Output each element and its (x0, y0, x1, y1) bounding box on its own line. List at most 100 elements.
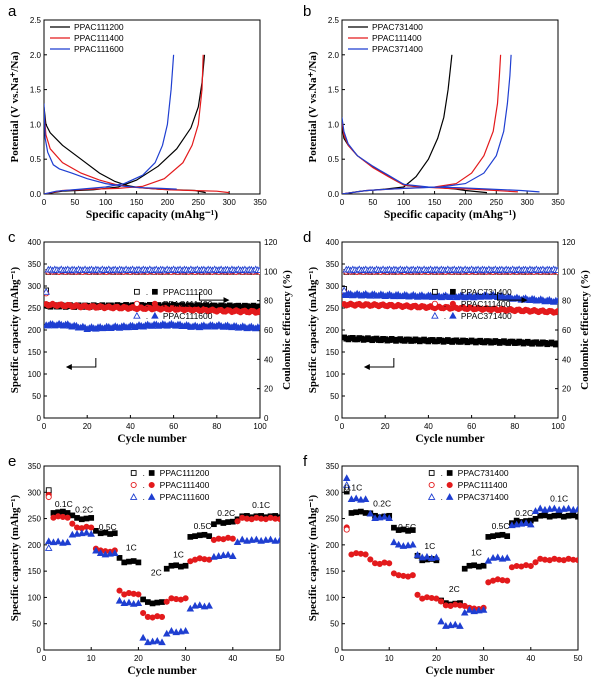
y-tick-label: 2.0 (30, 51, 42, 60)
rate-point (466, 562, 473, 569)
rate-point (390, 538, 398, 546)
y2-tick-label: 120 (562, 238, 576, 247)
rate-point (77, 529, 86, 537)
y-tick-label: 350 (28, 462, 42, 471)
rate-point (87, 530, 95, 537)
y-tick-label: 300 (28, 488, 42, 497)
rate-point (88, 515, 95, 521)
x-axis-title: Specific capacity (mAhg⁻¹) (384, 209, 516, 221)
rate-point (522, 519, 530, 527)
rate-point (399, 542, 408, 549)
rate-point (560, 513, 567, 520)
rate-point (532, 559, 539, 566)
y-tick-label: 0.0 (30, 190, 42, 199)
arrow-right (497, 292, 524, 301)
rate-point (115, 596, 124, 604)
panel-letter: e (8, 453, 16, 470)
legend-marker-filled (450, 288, 456, 295)
legend-marker-open (134, 288, 140, 295)
legend-separator: . (444, 312, 446, 321)
legend-marker-filled (449, 300, 456, 307)
y-axis-title: Specific capacity (mAhg⁻¹) (307, 494, 319, 621)
legend-marker-filled (148, 470, 155, 476)
rate-point (404, 541, 412, 549)
rate-point (485, 534, 492, 540)
plot-area (44, 487, 280, 646)
rate-point (140, 609, 147, 617)
rate-point (499, 531, 506, 538)
chart-panel-f: f 0 10 20 30 40 50 0 50 100 150 200 250 300 350 Cycle n… (303, 453, 583, 677)
rate-point (69, 512, 76, 519)
series-line-PPAC111200-discharge (44, 106, 206, 194)
rate-point (149, 600, 156, 607)
rate-point (229, 552, 237, 559)
rate-point (362, 510, 369, 516)
rate-point (556, 512, 562, 519)
rate-point (178, 563, 184, 570)
legend-marker-open (432, 288, 438, 295)
x-tick-label: 250 (490, 198, 504, 207)
rate-label: 0.1C (344, 483, 362, 493)
y-tick-label: 400 (28, 238, 42, 247)
legend-label: PPAC111600 (163, 311, 213, 321)
y-tick-label: 100 (326, 370, 340, 379)
legend-separator: . (146, 288, 148, 297)
rate-point (219, 551, 228, 559)
rate-point (73, 530, 81, 537)
rate-point (93, 527, 99, 534)
rate-point (163, 598, 170, 605)
rate-point (418, 553, 427, 561)
chart-panel-e: e 0 10 20 30 40 50 0 50 100 150 200 250 300 350 Cycle n… (8, 453, 285, 677)
y-axis-title: Potential (V vs.Na⁺/Na) (307, 51, 319, 162)
rate-point (74, 515, 80, 521)
rate-point (181, 627, 190, 634)
legend-label: PPAC371400 (458, 492, 509, 502)
y2-axis-title: Coulombic efficiency (%) (281, 270, 293, 390)
legend-label: PPAC111400 (160, 480, 210, 490)
rate-point (44, 537, 53, 545)
legend-label: PPAC111600 (74, 44, 124, 54)
legend-label: PPAC111400 (372, 33, 422, 43)
y-tick-label: 0.5 (30, 155, 42, 164)
rate-point (409, 572, 416, 579)
legend-separator: . (146, 300, 148, 309)
rate-point (200, 602, 209, 610)
rate-point (211, 521, 217, 528)
rate-point (451, 620, 460, 628)
y-tick-label: 0.0 (328, 190, 340, 199)
rate-point (191, 601, 199, 609)
x-tick-label: 0 (42, 198, 47, 207)
first-cycle-open (44, 544, 53, 551)
rate-point (366, 509, 375, 517)
rate-point (532, 515, 539, 522)
rate-point (386, 560, 393, 567)
rate-point (480, 562, 487, 569)
rate-point (125, 598, 133, 606)
rate-point (247, 536, 256, 543)
rate-point (238, 535, 247, 543)
rate-point (476, 563, 482, 570)
x-tick-label: 20 (381, 422, 390, 431)
rate-point (206, 533, 213, 539)
rate-point (120, 599, 129, 607)
chart-panel-d: d0 20 40 60 80 100050100150200250300350400020… (303, 229, 591, 445)
rate-point (173, 562, 180, 569)
legend-label: PPAC111200 (74, 22, 124, 32)
legend-label: PPAC371400 (461, 311, 512, 321)
legend-label: PPAC111400 (461, 299, 511, 309)
y-tick-label: 1.5 (328, 86, 340, 95)
y-tick-label: 1.0 (328, 120, 340, 129)
rate-label: 2C (449, 584, 460, 594)
panel-letter: d (303, 229, 311, 246)
y-tick-label: 1.0 (30, 120, 42, 129)
arrow-left-head (65, 363, 72, 370)
rate-point (201, 531, 208, 538)
series-line-PPAC731400-discharge (342, 124, 488, 194)
rate-point (550, 504, 559, 512)
y-tick-label: 150 (326, 567, 340, 576)
series-line-PPAC111400-charge (44, 54, 204, 194)
rate-point (423, 552, 431, 560)
rate-point (461, 565, 468, 572)
legend-marker-open (428, 470, 435, 476)
x-tick-label: 10 (87, 654, 96, 663)
